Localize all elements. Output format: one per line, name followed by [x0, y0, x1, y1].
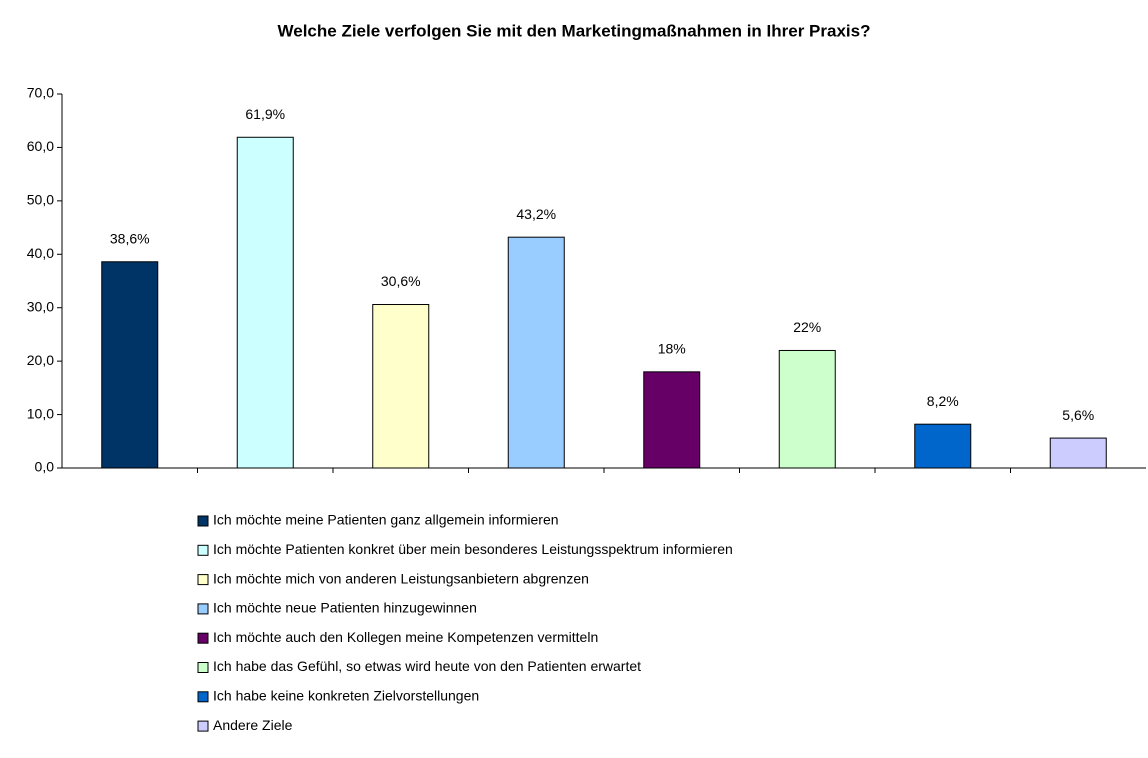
y-tick-label: 0,0: [35, 459, 55, 475]
legend-label: Ich habe keine konkreten Zielvorstellung…: [213, 688, 479, 704]
y-tick-label: 70,0: [27, 85, 54, 101]
legend-label: Ich möchte mich von anderen Leistungsanb…: [213, 570, 589, 586]
value-label: 5,6%: [1062, 407, 1094, 423]
legend-label: Ich habe das Gefühl, so etwas wird heute…: [213, 658, 641, 674]
y-tick-label: 30,0: [27, 298, 54, 314]
value-label: 18%: [658, 341, 686, 357]
value-label: 30,6%: [381, 273, 421, 289]
legend-swatch: [197, 603, 209, 615]
y-tick-label: 40,0: [27, 245, 54, 261]
value-label: 22%: [793, 319, 821, 335]
y-tick-label: 20,0: [27, 352, 54, 368]
bar: [643, 371, 701, 469]
bar: [1049, 437, 1107, 469]
bar: [507, 236, 565, 469]
y-tick-label: 60,0: [27, 138, 54, 154]
legend-label: Ich möchte Patienten konkret über mein b…: [213, 541, 733, 557]
y-tick-label: 50,0: [27, 192, 54, 208]
legend-label: Ich möchte neue Patienten hinzugewinnen: [213, 600, 477, 616]
legend-swatch: [197, 632, 209, 644]
chart-title: Welche Ziele verfolgen Sie mit den Marke…: [278, 21, 871, 40]
legend-swatch: [197, 515, 209, 527]
legend-label: Ich möchte meine Patienten ganz allgemei…: [213, 512, 559, 528]
legend-swatch: [197, 720, 209, 732]
value-label: 43,2%: [516, 206, 556, 222]
bar: [914, 423, 972, 469]
legend-label: Andere Ziele: [213, 717, 293, 733]
legend-swatch: [197, 691, 209, 703]
value-label: 8,2%: [927, 393, 959, 409]
legend-label: Ich möchte auch den Kollegen meine Kompe…: [213, 629, 598, 645]
y-tick-label: 10,0: [27, 405, 54, 421]
bar: [778, 349, 836, 469]
bar: [101, 261, 159, 469]
legend-swatch: [197, 662, 209, 673]
legend-swatch: [197, 574, 209, 586]
legend-swatch: [197, 544, 209, 556]
value-label: 61,9%: [245, 106, 285, 122]
value-label: 38,6%: [110, 230, 150, 246]
bar: [236, 136, 294, 469]
bar: [372, 304, 430, 469]
